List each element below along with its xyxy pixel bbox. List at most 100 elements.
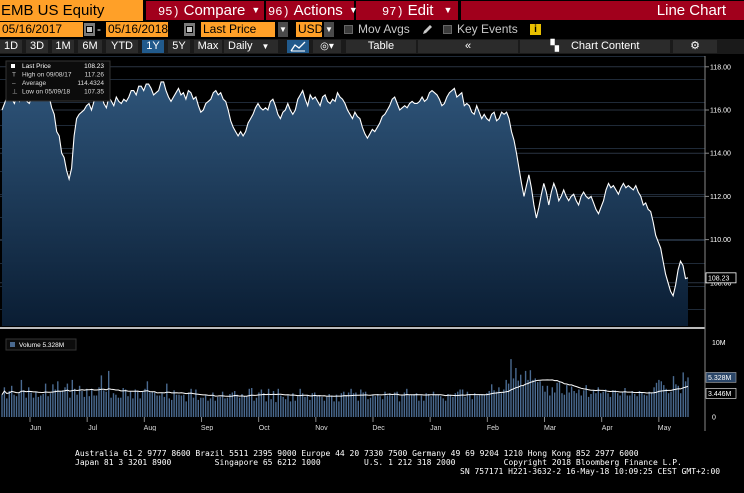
volume-bar bbox=[93, 395, 95, 417]
volume-bar bbox=[105, 391, 107, 417]
volume-bar bbox=[57, 381, 59, 417]
moving-average-tag bbox=[705, 388, 737, 399]
pencil-icon[interactable] bbox=[421, 24, 433, 36]
volume-bar bbox=[600, 393, 602, 417]
volume-bar bbox=[314, 392, 316, 417]
current-volume-tag bbox=[705, 372, 737, 383]
price-field-select[interactable]: Last Price bbox=[201, 22, 275, 37]
volume-bar bbox=[537, 382, 539, 417]
period-button-1d[interactable]: 1D bbox=[0, 40, 22, 53]
price-axis-label: 110.00 bbox=[710, 237, 731, 244]
volume-bar bbox=[304, 396, 306, 417]
volume-bar bbox=[449, 394, 452, 417]
price-axis: 108.00 110.00 112.00 114.00 116.00 118.00 108.… bbox=[705, 64, 737, 287]
calendar-icon[interactable] bbox=[184, 23, 195, 36]
volume-bar bbox=[377, 394, 379, 417]
dropdown-arrow-icon[interactable]: ▼ bbox=[278, 22, 288, 37]
volume-bars bbox=[1, 359, 689, 417]
dropdown-arrow-icon: ▼ bbox=[348, 5, 358, 15]
legend-last-price-label: Last Price bbox=[22, 63, 51, 70]
last-price-tag-label: 108.23 bbox=[708, 275, 730, 282]
volume-bar bbox=[663, 385, 665, 417]
period-button-1m[interactable]: 1M bbox=[52, 40, 74, 53]
volume-bar bbox=[277, 388, 279, 417]
actions-button[interactable]: 96) Actions ▼ bbox=[266, 1, 358, 20]
chart-content-button[interactable]: ▚ Chart Content bbox=[520, 40, 670, 53]
period-button-1y[interactable]: 1Y bbox=[142, 40, 164, 53]
volume-bar bbox=[255, 397, 258, 417]
volume-bar bbox=[369, 397, 372, 417]
period-button-3d[interactable]: 3D bbox=[26, 40, 48, 53]
period-button-6m[interactable]: 6M bbox=[78, 40, 102, 53]
edit-button[interactable]: 97) Edit ▼ bbox=[356, 1, 458, 20]
chart-content-label: Chart Content bbox=[570, 40, 640, 52]
price-volume-chart[interactable]: 108.00 110.00 112.00 114.00 116.00 118.00 108.… bbox=[0, 56, 744, 431]
actions-label: Actions bbox=[293, 2, 343, 19]
volume-bar bbox=[391, 395, 393, 417]
volume-bar bbox=[103, 390, 105, 417]
volume-bar bbox=[636, 396, 638, 417]
volume-bar bbox=[323, 400, 326, 417]
period-button-ytd[interactable]: YTD bbox=[106, 40, 138, 53]
currency-select[interactable]: USD bbox=[296, 22, 322, 37]
volume-bar bbox=[328, 394, 330, 417]
volume-bar bbox=[42, 394, 44, 417]
period-button-max[interactable]: Max bbox=[194, 40, 222, 53]
volume-bar bbox=[241, 394, 243, 417]
chart-type-label: Line Chart bbox=[461, 1, 744, 20]
volume-bar bbox=[646, 395, 648, 417]
volume-bar bbox=[204, 395, 207, 417]
key-events-label: Key Events bbox=[457, 22, 518, 36]
volume-bar bbox=[158, 395, 161, 417]
volume-bar bbox=[541, 385, 544, 417]
footer: Australia 61 2 9777 8600 Brazil 5511 239… bbox=[0, 448, 744, 493]
dropdown-arrow-icon: ▼ bbox=[251, 5, 261, 15]
info-badge[interactable]: i bbox=[530, 24, 541, 35]
volume-bar bbox=[61, 390, 64, 417]
volume-bar bbox=[527, 379, 529, 417]
volume-bar bbox=[595, 393, 597, 417]
volume-bar bbox=[260, 389, 263, 417]
volume-bar bbox=[413, 394, 415, 417]
dropdown-arrow-icon[interactable]: ▼ bbox=[324, 22, 334, 37]
legend-high-marker: T bbox=[12, 72, 16, 79]
volume-bar bbox=[406, 388, 408, 417]
volume-bar bbox=[425, 393, 427, 417]
start-date-field[interactable]: 05/16/2017 bbox=[0, 22, 83, 37]
key-events-checkbox[interactable] bbox=[443, 25, 452, 34]
period-row: 1D 3D 1M 6M YTD 1Y 5Y Max Daily ▼ ◎▾ Table « ▚ C… bbox=[0, 39, 744, 54]
mov-avgs-label: Mov Avgs bbox=[358, 22, 410, 36]
ticker-field[interactable]: EMB US Equity bbox=[0, 0, 143, 21]
volume-bar bbox=[495, 391, 498, 417]
volume-bar bbox=[282, 396, 284, 417]
volume-bar bbox=[202, 397, 204, 417]
volume-bar bbox=[556, 382, 558, 417]
volume-bar bbox=[612, 390, 614, 417]
volume-bar bbox=[549, 395, 551, 417]
volume-bar bbox=[631, 391, 633, 417]
period-button-5y[interactable]: 5Y bbox=[168, 40, 190, 53]
drawing-tools-icon[interactable]: ◎▾ bbox=[313, 40, 341, 53]
edit-label: Edit bbox=[407, 2, 434, 19]
volume-bar bbox=[306, 395, 309, 417]
volume-bar bbox=[638, 391, 641, 417]
end-date-field[interactable]: 05/16/2018 bbox=[106, 22, 168, 37]
double-chevron-left-icon[interactable]: « bbox=[418, 40, 518, 53]
volume-bar bbox=[238, 397, 241, 417]
mov-avgs-checkbox[interactable] bbox=[344, 25, 353, 34]
volume-bar bbox=[209, 398, 212, 417]
volume-bar bbox=[81, 391, 83, 417]
legend-average-value: 114.4324 bbox=[77, 80, 104, 87]
volume-bar bbox=[287, 395, 289, 417]
volume-bar bbox=[500, 393, 502, 417]
frequency-select[interactable]: Daily ▼ bbox=[224, 40, 278, 53]
calendar-icon[interactable] bbox=[84, 23, 95, 36]
volume-bar bbox=[78, 385, 81, 417]
compare-button[interactable]: 95) Compare ▼ bbox=[146, 1, 264, 20]
volume-bar bbox=[507, 383, 510, 417]
line-chart-icon[interactable] bbox=[287, 40, 309, 53]
volume-bar bbox=[217, 396, 219, 417]
volume-bar bbox=[510, 359, 512, 417]
gear-icon[interactable]: ⚙ bbox=[673, 40, 717, 53]
table-button[interactable]: Table bbox=[346, 40, 416, 53]
